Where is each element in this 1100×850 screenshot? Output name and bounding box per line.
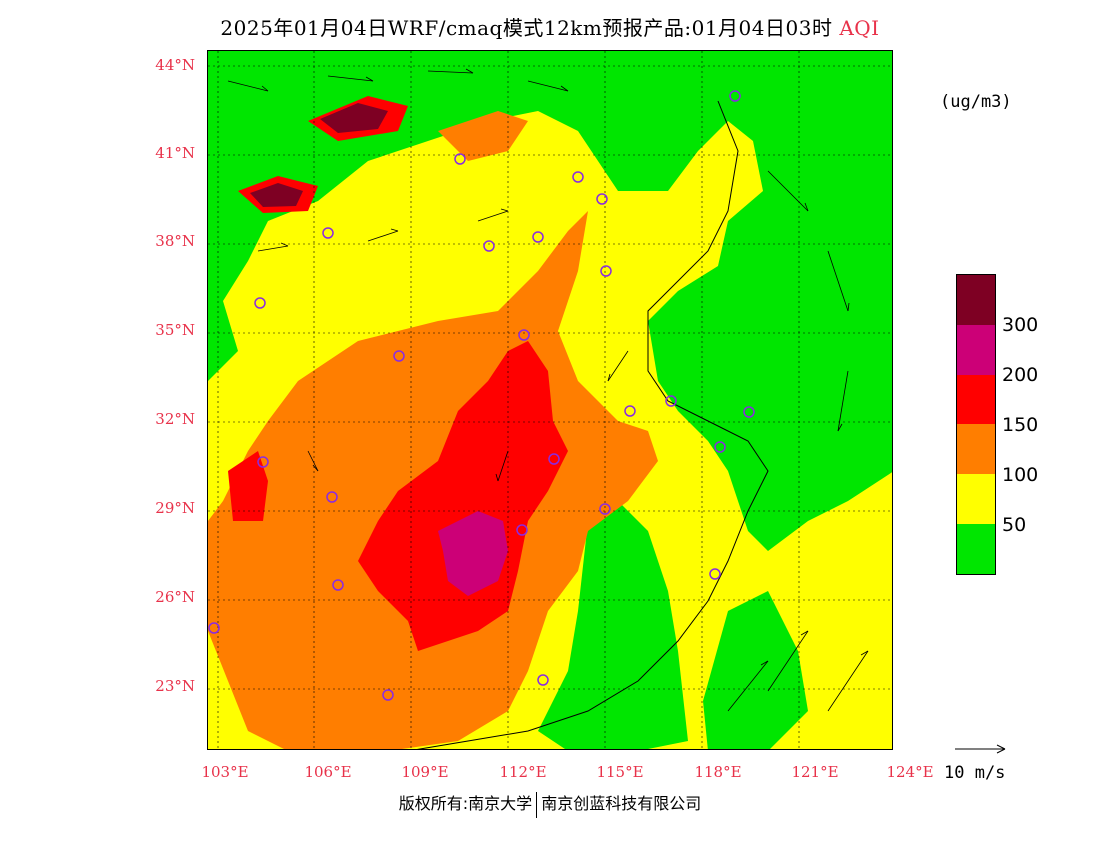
copyright: 版权所有:南京大学 南京创蓝科技有限公司 (0, 790, 1100, 818)
lat-label-41: 41°N (155, 144, 195, 162)
lon-label-121: 121°E (791, 763, 839, 781)
legend-swatch-maroon (957, 275, 995, 325)
zone-purple (438, 511, 508, 596)
wind-reference-label: 10 m/s (944, 763, 1006, 783)
legend-swatch-orange (957, 424, 995, 475)
coastline (416, 100, 769, 749)
copyright-separator (536, 791, 538, 818)
legend-swatch-green (957, 524, 995, 574)
city-markers (208, 90, 755, 701)
lon-label-115: 115°E (596, 763, 644, 781)
aqi-field-svg (208, 51, 892, 749)
zone-red-west (228, 451, 268, 521)
zone-red (358, 341, 568, 651)
lon-label-106: 106°E (304, 763, 352, 781)
lon-label-118: 118°E (694, 763, 742, 781)
zone-orange-north (438, 111, 528, 161)
legend-tick-50: 50 (1002, 514, 1027, 536)
zone-maroon-4 (250, 183, 303, 207)
lat-label-32: 32°N (155, 410, 195, 428)
lon-label-112: 112°E (499, 763, 547, 781)
legend-tick-150: 150 (1002, 414, 1039, 436)
lon-label-103: 103°E (201, 763, 249, 781)
zone-maroon-2 (320, 103, 388, 133)
lat-label-23: 23°N (155, 677, 195, 695)
aqi-map (207, 50, 893, 750)
legend-tick-100: 100 (1002, 464, 1039, 486)
wind-reference-arrow (955, 744, 1006, 754)
lat-label-26: 26°N (155, 588, 195, 606)
color-legend (956, 274, 996, 575)
lon-label-124: 124°E (886, 763, 934, 781)
legend-tick-200: 200 (1002, 364, 1039, 386)
lat-label-38: 38°N (155, 232, 195, 250)
lat-label-29: 29°N (155, 499, 195, 517)
legend-tick-300: 300 (1002, 314, 1039, 336)
title-variable: AQI (839, 16, 880, 40)
copyright-right: 南京创蓝科技有限公司 (541, 794, 702, 813)
legend-swatch-purple (957, 324, 995, 375)
legend-swatch-red (957, 374, 995, 425)
legend-swatch-yellow (957, 474, 995, 525)
copyright-left: 版权所有:南京大学 (398, 794, 533, 813)
lon-label-109: 109°E (401, 763, 449, 781)
chart-title: 2025年01月04日WRF/cmaq模式12km预报产品:01月04日03时 … (0, 12, 1100, 41)
lat-label-35: 35°N (155, 321, 195, 339)
lat-label-44: 44°N (155, 56, 195, 74)
legend-unit: (ug/m3) (940, 92, 1012, 112)
zone-green-se (538, 501, 688, 749)
wind-arrows (227, 68, 869, 712)
title-main: 2025年01月04日WRF/cmaq模式12km预报产品:01月04日03时 (220, 16, 833, 40)
graticule (208, 51, 892, 749)
